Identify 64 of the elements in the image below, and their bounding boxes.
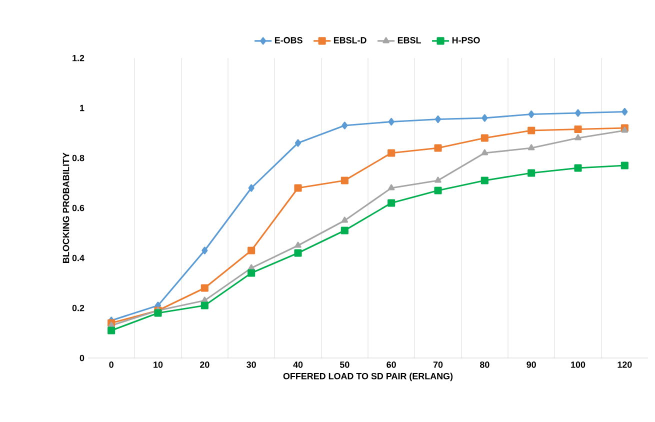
x-tick-label: 70 — [433, 362, 443, 368]
y-tick-label: 0.2 — [72, 304, 84, 312]
x-tick-label: 10 — [154, 362, 163, 368]
point — [481, 149, 488, 156]
legend-label: H-PSO — [452, 37, 480, 44]
point — [388, 184, 395, 190]
point — [482, 114, 488, 122]
point — [480, 134, 488, 142]
x-tick-label: 40 — [293, 362, 303, 368]
point — [248, 246, 256, 254]
x-tick-label: 120 — [618, 362, 632, 368]
legend-label: EBSL — [398, 37, 421, 44]
x-tick-label: 30 — [246, 362, 256, 368]
point — [294, 242, 302, 248]
point — [528, 110, 534, 118]
y-axis-title: BLOCKING PROBABILITY — [62, 152, 70, 263]
y-tick-label: 0.4 — [72, 254, 84, 262]
point — [434, 115, 442, 124]
x-tick-label: 60 — [386, 362, 396, 368]
point — [154, 309, 162, 317]
point — [340, 226, 348, 234]
point — [622, 108, 628, 116]
point — [200, 284, 208, 292]
point — [202, 246, 208, 254]
point — [574, 109, 582, 117]
point — [621, 126, 628, 133]
point — [294, 184, 302, 192]
point — [574, 125, 582, 134]
point — [388, 149, 396, 157]
point — [528, 169, 536, 177]
point — [434, 144, 442, 152]
point — [528, 126, 536, 134]
point — [388, 199, 396, 207]
point — [248, 269, 256, 277]
x-tick-label: 100 — [571, 362, 586, 368]
y-tick-label: 0.6 — [72, 204, 84, 212]
point — [248, 184, 254, 192]
x-tick-label: 50 — [340, 362, 350, 368]
y-tick-label: 0 — [80, 354, 84, 362]
y-tick-label: 0.8 — [72, 154, 84, 162]
point — [294, 249, 302, 257]
x-tick-label: 80 — [480, 362, 490, 368]
point — [294, 139, 302, 147]
y-tick-label: 1 — [80, 104, 84, 112]
point — [342, 122, 348, 130]
point — [388, 118, 394, 126]
y-tick-label: 1.2 — [72, 54, 84, 62]
point — [574, 164, 582, 172]
point — [528, 144, 535, 150]
point — [340, 176, 348, 184]
point — [480, 176, 488, 184]
x-axis-title: OFFERED LOAD TO SD PAIR (ERLANG) — [283, 372, 453, 382]
point — [108, 326, 116, 334]
x-tick-label: 0 — [109, 362, 114, 368]
point — [434, 176, 442, 183]
point — [620, 162, 628, 170]
point — [200, 302, 208, 310]
legend-label: E-OBS — [274, 37, 302, 44]
x-tick-label: 20 — [200, 362, 210, 368]
x-tick-label: 90 — [526, 362, 536, 368]
point — [574, 134, 582, 140]
legend-label: EBSL-D — [334, 37, 366, 44]
point — [341, 216, 348, 223]
point — [434, 186, 442, 194]
